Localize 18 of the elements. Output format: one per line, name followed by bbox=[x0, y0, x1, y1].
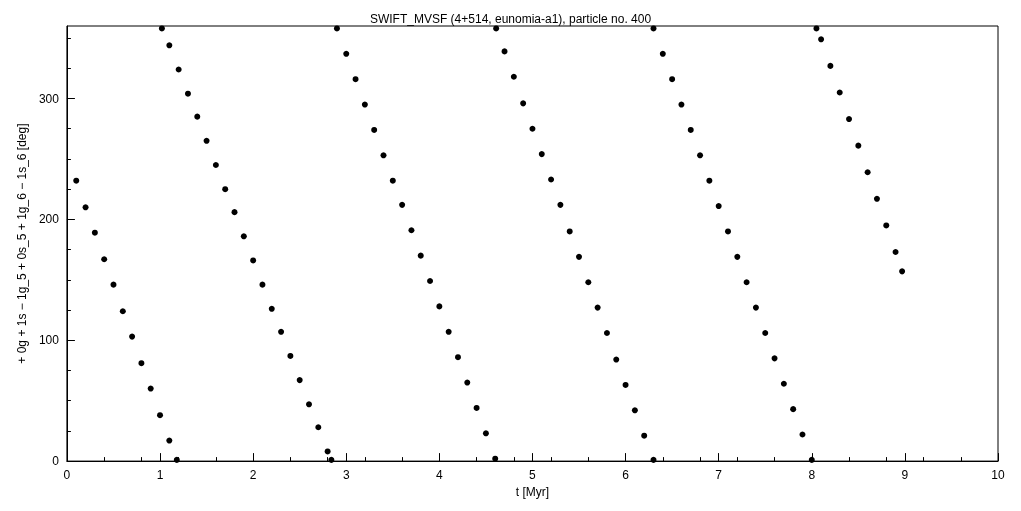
x-tick-label: 5 bbox=[529, 468, 537, 483]
y-tick-label: 100 bbox=[38, 333, 60, 348]
x-tick-label: 1 bbox=[156, 468, 164, 483]
y-tick-label: 0 bbox=[52, 454, 60, 469]
x-tick-label: 10 bbox=[991, 468, 1005, 483]
x-tick-label: 9 bbox=[901, 468, 909, 483]
y-tick-label: 300 bbox=[38, 91, 60, 106]
x-axis-title: t [Myr] bbox=[515, 485, 550, 499]
x-tick-label: 6 bbox=[622, 468, 630, 483]
y-tick-label: 200 bbox=[38, 212, 60, 227]
y-axis-title: + 0g + 1s − 1g_5 + 0s_5 + 1g_6 − 1s_6 [deg] bbox=[15, 123, 29, 364]
x-tick-label: 8 bbox=[808, 468, 816, 483]
chart-title: SWIFT_MVSF (4+514, eunomia-a1), particle no. 400 bbox=[369, 12, 652, 26]
x-tick-label: 0 bbox=[63, 468, 71, 483]
x-tick-label: 2 bbox=[249, 468, 257, 483]
x-tick-label: 4 bbox=[436, 468, 444, 483]
x-tick-label: 3 bbox=[342, 468, 350, 483]
x-tick-label: 7 bbox=[715, 468, 723, 483]
